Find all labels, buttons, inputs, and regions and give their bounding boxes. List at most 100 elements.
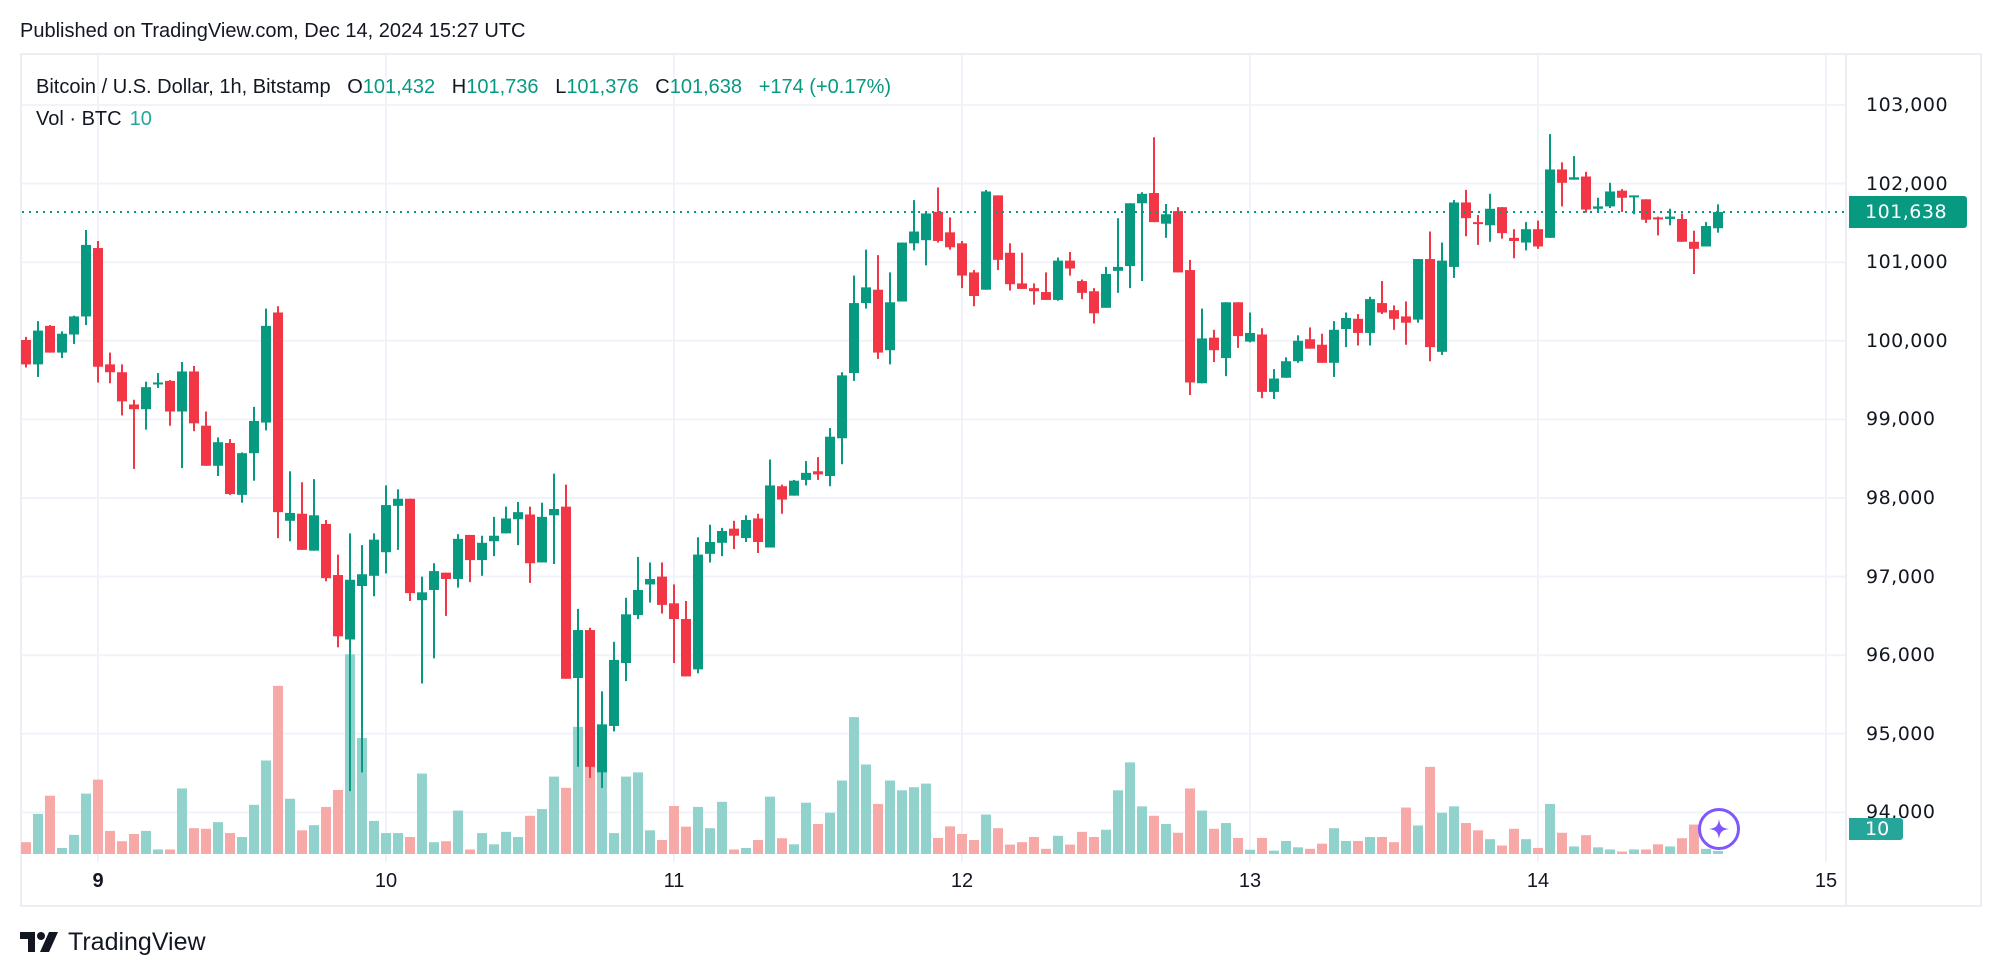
candle-body [1497, 207, 1507, 234]
tradingview-logo-icon [20, 931, 58, 952]
volume-bar [417, 773, 427, 854]
candle-body [1449, 202, 1459, 267]
candle-body [1377, 303, 1387, 313]
symbol-title: Bitcoin / U.S. Dollar, 1h, Bitstamp [36, 76, 331, 98]
candle-body [1101, 273, 1111, 308]
candle-body [285, 512, 295, 521]
volume-bar [1185, 788, 1195, 854]
volume-bar [261, 760, 271, 854]
volume-bar [1449, 806, 1459, 854]
volume-value: 10 [129, 108, 152, 130]
volume-bar [81, 793, 91, 854]
candle-body [1401, 316, 1411, 323]
candle-body [237, 453, 247, 495]
volume-bar [921, 783, 931, 854]
price-tick-label: 100,000 [1866, 329, 1949, 352]
volume-bar [1101, 829, 1111, 854]
candle-body [1569, 177, 1579, 180]
candle-body [537, 516, 547, 563]
volume-bar [873, 803, 883, 854]
candle-body [417, 592, 427, 601]
volume-bar [561, 787, 571, 854]
candle-body [201, 425, 211, 466]
candle-body [549, 509, 559, 516]
volume-bar [777, 838, 787, 854]
volume-bar [1401, 807, 1411, 854]
candle-body [345, 579, 355, 640]
volume-bar [729, 849, 739, 854]
candle-body [1353, 318, 1363, 333]
volume-bar [321, 806, 331, 854]
candle-body [957, 243, 967, 276]
candle-body [321, 523, 331, 579]
volume-bar [333, 789, 343, 854]
candle-body [1077, 281, 1087, 293]
volume-bar [309, 825, 319, 854]
time-tick-label: 14 [1526, 870, 1550, 892]
volume-bar [45, 795, 55, 854]
volume-bar [813, 823, 823, 854]
candle-body [765, 485, 775, 548]
candle-body [669, 603, 679, 620]
volume-bar [801, 802, 811, 854]
volume-bar [837, 780, 847, 854]
volume-bar [189, 828, 199, 854]
volume-bar [1425, 766, 1435, 854]
candle-body [1197, 338, 1207, 384]
price-tick-label: 97,000 [1866, 565, 1936, 588]
time-tick-label: 15 [1814, 870, 1838, 892]
candle-body [753, 518, 763, 543]
volume-bar [1545, 803, 1555, 854]
candle-body [885, 302, 895, 351]
volume-bar [933, 837, 943, 854]
candle-body [1293, 340, 1303, 362]
candle-body [1509, 237, 1519, 241]
volume-bar [1137, 806, 1147, 854]
candle-body [585, 630, 595, 767]
candle-body [489, 535, 499, 542]
candle-body [1617, 190, 1627, 198]
grid-lines [22, 55, 1847, 905]
candle-body [21, 340, 31, 365]
volume-bar [621, 776, 631, 854]
price-tick-label: 101,000 [1866, 251, 1949, 274]
volume-bar [1521, 839, 1531, 854]
sparkle-icon [1709, 819, 1729, 839]
candle-body [453, 538, 463, 579]
candle-body [1533, 229, 1543, 247]
volume-bar [885, 780, 895, 854]
volume-bar [1533, 847, 1543, 854]
volume-bar [1689, 824, 1699, 854]
volume-bar [1113, 790, 1123, 854]
candle-body [693, 554, 703, 670]
volume-bar [237, 837, 247, 854]
candle-body [1329, 329, 1339, 363]
ai-assistant-button[interactable] [1698, 808, 1740, 850]
candle-body [525, 514, 535, 564]
volume-bar [1377, 837, 1387, 854]
tradingview-logo[interactable]: TradingView [20, 928, 206, 957]
volume-bar [825, 812, 835, 854]
candle-body [1713, 212, 1723, 229]
candle-body [393, 498, 403, 506]
volume-bar [273, 685, 283, 854]
volume-bar [957, 833, 967, 854]
volume-bar [201, 828, 211, 854]
volume-bar [681, 826, 691, 854]
candle-body [1185, 270, 1195, 383]
volume-bar [429, 842, 439, 854]
volume-bar [1233, 837, 1243, 854]
low-value: 101,376 [566, 76, 639, 98]
candle-body [1269, 378, 1279, 392]
volume-bar [405, 837, 415, 854]
volume-bar [1629, 849, 1639, 854]
candle-body [1305, 339, 1315, 349]
volume-bar [297, 830, 307, 854]
volume-bar [57, 847, 67, 854]
candle-body [1161, 214, 1171, 224]
close-label: C [655, 76, 670, 98]
volume-bar [393, 833, 403, 854]
volume-bar [117, 841, 127, 854]
volume-bar [177, 788, 187, 854]
